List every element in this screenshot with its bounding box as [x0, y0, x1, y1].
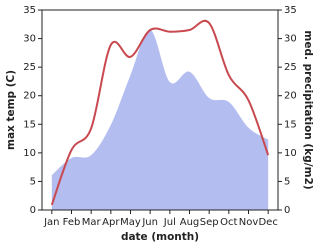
y-tick-label: 35 [23, 5, 36, 16]
temp-line [50, 19, 270, 206]
y2-tick-label: 0 [284, 205, 290, 216]
x-tick-label: May [120, 217, 141, 228]
y2-tick-label: 5 [284, 176, 290, 187]
y2-tick-label: 35 [284, 5, 297, 16]
y-tick-label: 25 [23, 62, 36, 73]
x-tick-label: Sep [200, 217, 219, 228]
x-tick-label: Mar [82, 217, 102, 228]
y2-tick-label: 20 [284, 91, 297, 102]
x-tick-label: Jan [43, 217, 59, 228]
x-tick-label: Apr [102, 217, 120, 228]
x-tick-label: Dec [258, 217, 277, 228]
y-tick-label: 20 [23, 91, 36, 102]
y2-tick-label: 25 [284, 62, 297, 73]
y-tick-label: 30 [23, 34, 36, 45]
x-tick-label: Aug [180, 217, 200, 228]
y-tick-label: 10 [23, 148, 36, 159]
x-tick-label: Oct [220, 217, 237, 228]
y2-tick-label: 15 [284, 119, 297, 130]
y2-tick-label: 10 [284, 148, 297, 159]
y-tick-label: 0 [30, 205, 36, 216]
x-tick-label: Jun [141, 217, 158, 228]
y-tick-label: 5 [30, 176, 36, 187]
precip-area [51, 29, 269, 211]
x-tick-label: Jul [163, 217, 176, 228]
y-tick-label: 15 [23, 119, 36, 130]
y2-tick-label: 30 [284, 34, 297, 45]
x-axis-label: date (month) [121, 231, 199, 243]
y2-axis-label: med. precipitation (kg/m2) [302, 30, 314, 189]
plot-frame [41, 9, 279, 211]
y-axis-label: max temp (C) [5, 70, 17, 150]
x-tick-label: Feb [63, 217, 81, 228]
x-tick-label: Nov [239, 217, 259, 228]
